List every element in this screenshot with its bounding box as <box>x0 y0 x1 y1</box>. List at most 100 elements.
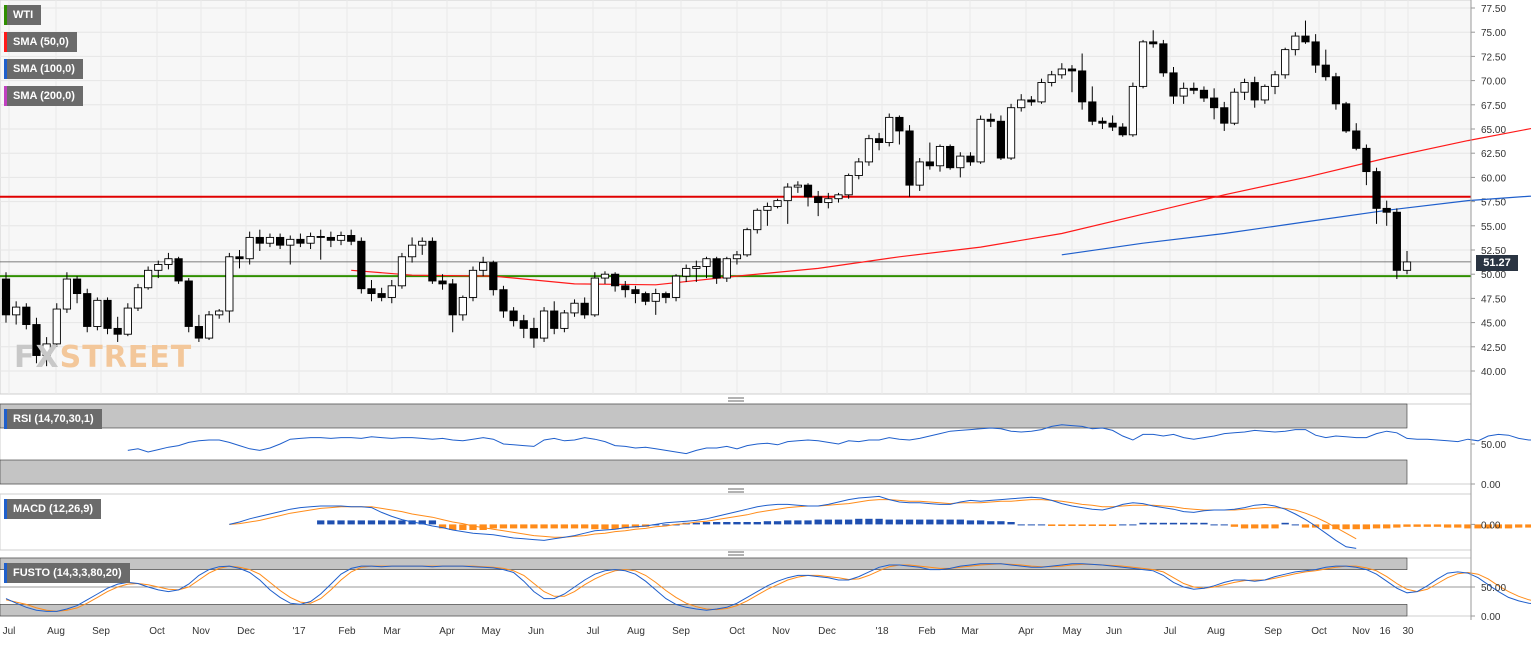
candle[interactable] <box>915 161 924 186</box>
candle[interactable] <box>529 327 539 339</box>
candle[interactable] <box>296 238 305 244</box>
legend-fusto[interactable]: FUSTO (14,3,3,80,20) <box>4 563 130 583</box>
candle[interactable] <box>1057 68 1066 76</box>
candle[interactable] <box>1250 82 1259 101</box>
legend-sma100[interactable]: SMA (100,0) <box>4 59 83 79</box>
candle[interactable] <box>946 145 955 169</box>
candle[interactable] <box>854 161 863 176</box>
candle[interactable] <box>1392 211 1401 271</box>
candle[interactable] <box>682 267 691 277</box>
candle[interactable] <box>600 273 610 279</box>
candle[interactable] <box>1372 171 1381 209</box>
candle[interactable] <box>1321 64 1330 78</box>
candle[interactable] <box>93 299 102 327</box>
candle[interactable] <box>1078 70 1087 103</box>
candle[interactable] <box>621 285 630 291</box>
candle[interactable] <box>814 196 823 204</box>
candle[interactable] <box>174 258 183 282</box>
candle[interactable] <box>753 209 762 231</box>
candle[interactable] <box>1341 103 1351 132</box>
candle[interactable] <box>235 256 244 260</box>
candle[interactable] <box>1098 120 1107 124</box>
candle[interactable] <box>52 308 61 345</box>
candle[interactable] <box>611 273 620 287</box>
candle[interactable] <box>803 184 813 198</box>
legend-rsi[interactable]: RSI (14,70,30,1) <box>4 409 102 429</box>
candle[interactable] <box>1118 126 1127 136</box>
candle[interactable] <box>407 244 417 258</box>
candle[interactable] <box>438 280 447 285</box>
candle[interactable] <box>671 275 681 298</box>
candle[interactable] <box>519 320 528 329</box>
candle[interactable] <box>428 240 437 282</box>
candle[interactable] <box>560 312 569 329</box>
candle[interactable] <box>113 327 122 335</box>
candle[interactable] <box>824 198 833 204</box>
candle[interactable] <box>347 235 356 242</box>
candle[interactable] <box>489 262 498 291</box>
candle[interactable] <box>631 289 640 295</box>
candle[interactable] <box>976 118 985 163</box>
candle[interactable] <box>1199 89 1209 99</box>
candle[interactable] <box>864 138 874 163</box>
candle[interactable] <box>844 175 853 196</box>
candle[interactable] <box>32 324 41 356</box>
candle[interactable] <box>12 306 21 316</box>
candle[interactable] <box>1382 207 1391 213</box>
candle[interactable] <box>387 285 396 298</box>
candle[interactable] <box>1088 101 1097 122</box>
candle[interactable] <box>773 200 782 207</box>
candle[interactable] <box>763 205 772 211</box>
candle[interactable] <box>641 293 650 302</box>
candle[interactable] <box>1281 49 1290 76</box>
candle[interactable] <box>1128 85 1137 136</box>
candle[interactable] <box>326 236 335 241</box>
candle[interactable] <box>834 194 843 200</box>
candle[interactable] <box>712 258 721 279</box>
candle[interactable] <box>651 293 660 302</box>
candle[interactable] <box>1108 122 1117 128</box>
candle[interactable] <box>144 269 153 289</box>
candle[interactable] <box>1037 82 1046 103</box>
candle[interactable] <box>793 184 802 188</box>
candle[interactable] <box>225 256 234 312</box>
candle[interactable] <box>154 264 163 271</box>
candle[interactable] <box>215 310 224 316</box>
candle[interactable] <box>743 229 752 256</box>
candle[interactable] <box>590 277 599 316</box>
candle[interactable] <box>397 256 407 287</box>
candle[interactable] <box>367 288 376 295</box>
candle[interactable] <box>509 310 518 322</box>
candle[interactable] <box>1402 261 1412 271</box>
candle[interactable] <box>722 258 731 279</box>
candle[interactable] <box>1331 76 1341 105</box>
candle[interactable] <box>925 161 934 167</box>
candle[interactable] <box>164 258 173 265</box>
candle[interactable] <box>905 130 914 186</box>
candle[interactable] <box>123 307 132 335</box>
candle[interactable] <box>458 296 467 316</box>
candle[interactable] <box>1169 72 1178 97</box>
candle[interactable] <box>1159 43 1168 74</box>
candle[interactable] <box>885 116 894 144</box>
candle[interactable] <box>133 287 143 309</box>
candle[interactable] <box>479 262 488 271</box>
candle[interactable] <box>1240 82 1249 93</box>
candle[interactable] <box>1311 41 1320 66</box>
candle[interactable] <box>1352 130 1361 149</box>
candle[interactable] <box>692 266 701 269</box>
candle[interactable] <box>1189 87 1198 91</box>
candle[interactable] <box>276 236 285 246</box>
candle[interactable] <box>1210 97 1219 109</box>
candle[interactable] <box>204 314 214 339</box>
candle[interactable] <box>357 240 366 290</box>
candle[interactable] <box>306 235 315 244</box>
candle[interactable] <box>448 283 457 316</box>
candle[interactable] <box>580 302 589 316</box>
candle[interactable] <box>956 155 965 169</box>
candle[interactable] <box>1149 41 1158 45</box>
candle[interactable] <box>377 293 386 298</box>
candle[interactable] <box>42 343 51 356</box>
legend-sma50[interactable]: SMA (50,0) <box>4 32 77 52</box>
candle[interactable] <box>1270 74 1280 87</box>
